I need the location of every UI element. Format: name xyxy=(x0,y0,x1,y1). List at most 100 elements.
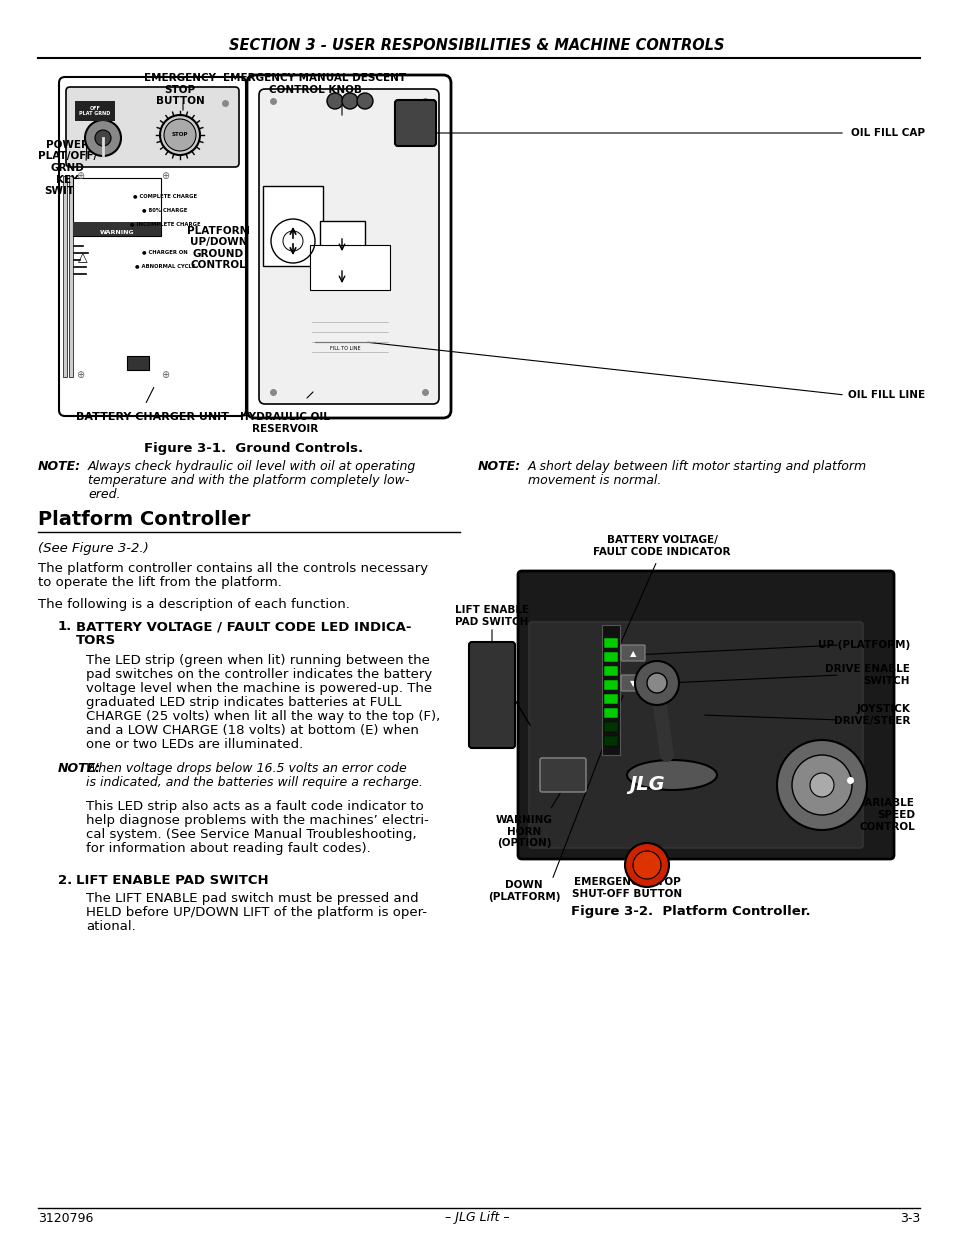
Bar xyxy=(603,722,618,732)
Text: JOYSTICK
DRIVE/STEER: JOYSTICK DRIVE/STEER xyxy=(833,704,909,726)
Text: This LED strip also acts as a fault code indicator to: This LED strip also acts as a fault code… xyxy=(86,800,423,813)
Text: 1.: 1. xyxy=(58,620,72,634)
Text: PLATFORM
UP/DOWN
GROUND
CONTROL: PLATFORM UP/DOWN GROUND CONTROL xyxy=(187,226,250,270)
Bar xyxy=(69,177,73,377)
Text: NOTE:: NOTE: xyxy=(58,762,101,776)
Bar xyxy=(310,245,390,290)
Text: temperature and with the platform completely low-: temperature and with the platform comple… xyxy=(88,474,409,487)
Text: CHARGE (25 volts) when lit all the way to the top (F),: CHARGE (25 volts) when lit all the way t… xyxy=(86,710,439,722)
Text: ● INCOMPLETE CHARGE: ● INCOMPLETE CHARGE xyxy=(130,221,200,226)
Text: FAULT CODE INDICATOR: FAULT CODE INDICATOR xyxy=(593,547,730,557)
Text: one or two LEDs are illuminated.: one or two LEDs are illuminated. xyxy=(86,739,303,751)
Text: The following is a description of each function.: The following is a description of each f… xyxy=(38,598,350,611)
Text: movement is normal.: movement is normal. xyxy=(527,474,660,487)
Circle shape xyxy=(85,120,121,156)
Text: DRIVE ENABLE
SWITCH: DRIVE ENABLE SWITCH xyxy=(824,664,909,685)
Bar xyxy=(603,694,618,704)
Circle shape xyxy=(356,93,373,109)
Circle shape xyxy=(327,93,343,109)
Text: UP (PLATFORM): UP (PLATFORM) xyxy=(817,640,909,650)
Text: is indicated, and the batteries will require a recharge.: is indicated, and the batteries will req… xyxy=(86,776,422,789)
Text: TORS: TORS xyxy=(76,634,116,647)
Text: BATTERY VOLTAGE/: BATTERY VOLTAGE/ xyxy=(606,535,717,545)
Text: for information about reading fault codes).: for information about reading fault code… xyxy=(86,842,371,855)
Text: ational.: ational. xyxy=(86,920,135,932)
Bar xyxy=(73,222,161,236)
Circle shape xyxy=(633,851,660,879)
Bar xyxy=(603,680,618,690)
Text: pad switches on the controller indicates the battery: pad switches on the controller indicates… xyxy=(86,668,432,680)
Text: The LIFT ENABLE pad switch must be pressed and: The LIFT ENABLE pad switch must be press… xyxy=(86,892,418,905)
Circle shape xyxy=(776,740,866,830)
Text: STOP: STOP xyxy=(172,132,188,137)
Text: WARNING
HORN
(OPTION): WARNING HORN (OPTION) xyxy=(495,815,552,848)
Text: POWER
PLAT/OFF/
GRND
KEY
SWITCH: POWER PLAT/OFF/ GRND KEY SWITCH xyxy=(38,140,97,196)
Text: DOWN
(PLATFORM): DOWN (PLATFORM) xyxy=(487,881,559,902)
Text: VARIABLE
SPEED
CONTROL: VARIABLE SPEED CONTROL xyxy=(858,798,914,831)
Text: 2.: 2. xyxy=(58,874,72,887)
FancyBboxPatch shape xyxy=(395,100,436,146)
Bar xyxy=(63,177,67,377)
Bar xyxy=(601,625,619,755)
Text: cal system. (See Service Manual Troubleshooting,: cal system. (See Service Manual Troubles… xyxy=(86,827,416,841)
Circle shape xyxy=(646,673,666,693)
FancyBboxPatch shape xyxy=(620,676,644,692)
Bar xyxy=(73,178,161,236)
Ellipse shape xyxy=(626,760,717,790)
Circle shape xyxy=(160,115,200,156)
FancyBboxPatch shape xyxy=(620,645,644,661)
Text: NOTE:: NOTE: xyxy=(477,459,520,473)
Text: (See Figure 3-2.): (See Figure 3-2.) xyxy=(38,542,149,555)
Text: voltage level when the machine is powered-up. The: voltage level when the machine is powere… xyxy=(86,682,432,695)
Text: 3-3: 3-3 xyxy=(899,1212,919,1224)
Circle shape xyxy=(809,773,833,797)
Text: ⊕: ⊕ xyxy=(161,170,169,182)
FancyBboxPatch shape xyxy=(529,622,862,848)
Bar xyxy=(603,652,618,662)
Circle shape xyxy=(95,130,111,146)
Circle shape xyxy=(164,119,195,151)
Text: EMERGENCY
STOP
BUTTON: EMERGENCY STOP BUTTON xyxy=(144,73,215,106)
Text: ▲: ▲ xyxy=(629,650,636,658)
Text: ● ABNORMAL CYCLE: ● ABNORMAL CYCLE xyxy=(134,263,195,268)
Text: graduated LED strip indicates batteries at FULL: graduated LED strip indicates batteries … xyxy=(86,697,401,709)
FancyBboxPatch shape xyxy=(517,571,893,860)
Text: WARNING: WARNING xyxy=(99,230,134,235)
Text: OFF
PLAT GRND: OFF PLAT GRND xyxy=(79,106,111,116)
FancyBboxPatch shape xyxy=(59,77,246,416)
Text: SECTION 3 - USER RESPONSIBILITIES & MACHINE CONTROLS: SECTION 3 - USER RESPONSIBILITIES & MACH… xyxy=(229,37,724,53)
Text: Platform Controller: Platform Controller xyxy=(38,510,250,529)
Bar xyxy=(319,221,365,275)
Text: EMERGENCY STOP
SHUT-OFF BUTTON: EMERGENCY STOP SHUT-OFF BUTTON xyxy=(572,877,681,899)
Bar xyxy=(263,186,323,266)
FancyBboxPatch shape xyxy=(66,86,239,167)
Text: 3120796: 3120796 xyxy=(38,1212,93,1224)
Text: EMERGENCY MANUAL DESCENT
CONTROL KNOB: EMERGENCY MANUAL DESCENT CONTROL KNOB xyxy=(223,73,406,95)
Text: The LED strip (green when lit) running between the: The LED strip (green when lit) running b… xyxy=(86,655,430,667)
Text: The platform controller contains all the controls necessary: The platform controller contains all the… xyxy=(38,562,428,576)
FancyBboxPatch shape xyxy=(469,642,515,748)
FancyBboxPatch shape xyxy=(539,758,585,792)
Text: BATTERY VOLTAGE / FAULT CODE LED INDICA-: BATTERY VOLTAGE / FAULT CODE LED INDICA- xyxy=(76,620,411,634)
Bar xyxy=(603,666,618,676)
Text: ▼: ▼ xyxy=(629,679,636,688)
Text: HYDRAULIC OIL
RESERVOIR: HYDRAULIC OIL RESERVOIR xyxy=(240,412,330,433)
Text: ered.: ered. xyxy=(88,488,120,501)
Text: and a LOW CHARGE (18 volts) at bottom (E) when: and a LOW CHARGE (18 volts) at bottom (E… xyxy=(86,724,418,737)
FancyBboxPatch shape xyxy=(247,75,451,417)
Text: ● 80% CHARGE: ● 80% CHARGE xyxy=(142,207,188,212)
Text: HELD before UP/DOWN LIFT of the platform is oper-: HELD before UP/DOWN LIFT of the platform… xyxy=(86,906,427,919)
Text: Always check hydraulic oil level with oil at operating: Always check hydraulic oil level with oi… xyxy=(88,459,416,473)
Text: △: △ xyxy=(78,252,88,264)
Text: ⊕: ⊕ xyxy=(76,170,84,182)
FancyBboxPatch shape xyxy=(258,89,438,404)
Text: ⊕: ⊕ xyxy=(161,370,169,380)
Text: help diagnose problems with the machines’ electri-: help diagnose problems with the machines… xyxy=(86,814,429,827)
Text: FILL TO LINE: FILL TO LINE xyxy=(330,346,360,351)
Circle shape xyxy=(624,844,668,887)
Text: ⊕: ⊕ xyxy=(76,370,84,380)
Text: A short delay between lift motor starting and platform: A short delay between lift motor startin… xyxy=(527,459,866,473)
Circle shape xyxy=(341,93,357,109)
Text: When voltage drops below 16.5 volts an error code: When voltage drops below 16.5 volts an e… xyxy=(86,762,406,776)
Text: to operate the lift from the platform.: to operate the lift from the platform. xyxy=(38,576,281,589)
